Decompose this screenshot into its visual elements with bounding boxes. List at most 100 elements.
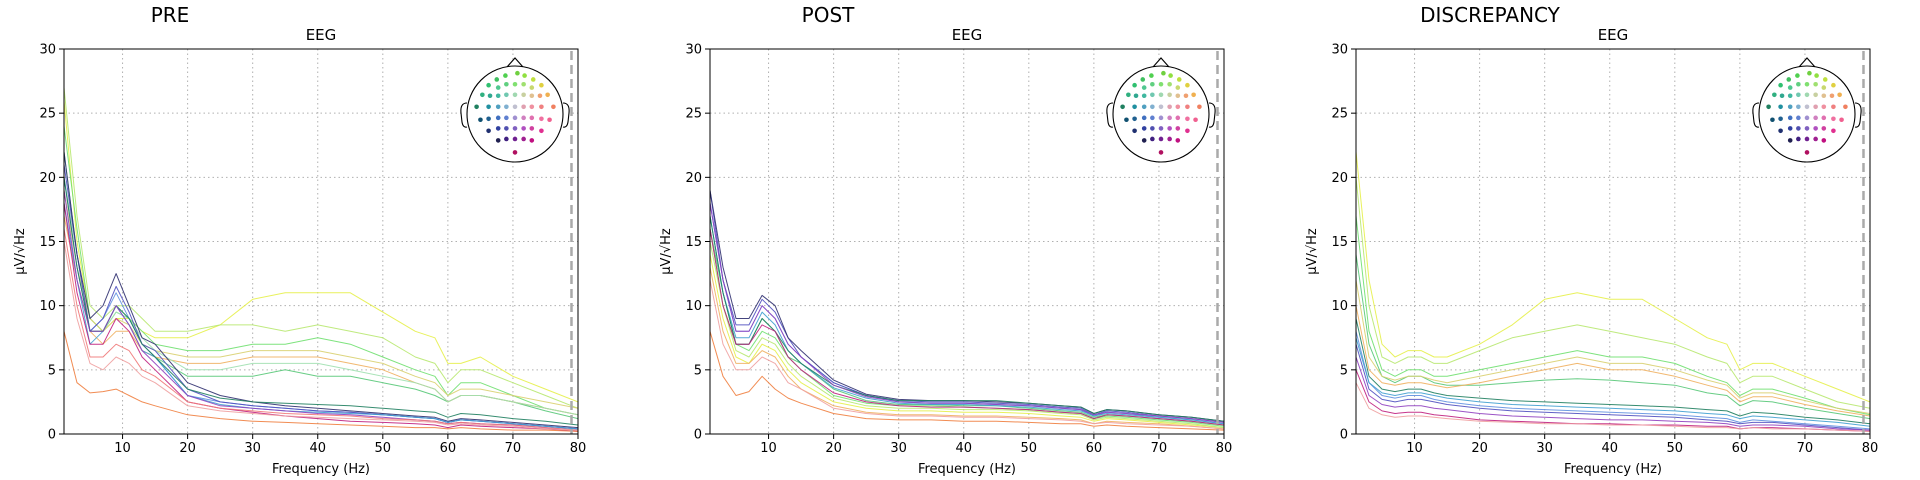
sensor-dot bbox=[529, 104, 535, 110]
y-tick-label: 30 bbox=[685, 43, 702, 58]
sensor-dot bbox=[512, 115, 518, 121]
sensor-dot bbox=[1185, 116, 1190, 122]
x-tick-label: 60 bbox=[440, 441, 457, 456]
y-tick-label: 15 bbox=[1331, 235, 1348, 250]
sensor-dot bbox=[504, 115, 509, 121]
series-line bbox=[64, 190, 578, 409]
series-line bbox=[64, 151, 578, 429]
y-tick-label: 0 bbox=[48, 428, 56, 443]
sensor-dot bbox=[1124, 117, 1129, 123]
sensor-dot bbox=[1158, 150, 1164, 155]
x-tick-label: 50 bbox=[375, 441, 392, 456]
sensor-dot bbox=[1796, 104, 1801, 110]
sensor-dot bbox=[1193, 117, 1198, 123]
sensor-dot bbox=[512, 92, 518, 98]
series-line bbox=[64, 331, 578, 432]
y-tick-label: 5 bbox=[48, 363, 56, 378]
sensor-dot bbox=[487, 93, 493, 99]
right-ear-shape bbox=[1854, 102, 1862, 128]
sensor-dot bbox=[504, 126, 509, 131]
sensor-dot bbox=[1778, 104, 1783, 110]
sensor-dot bbox=[1804, 104, 1810, 110]
y-tick-label: 15 bbox=[39, 235, 56, 250]
series-line bbox=[64, 241, 578, 431]
series-line bbox=[1356, 177, 1870, 409]
series-line bbox=[710, 215, 1224, 422]
panel-title: PRE bbox=[151, 3, 190, 27]
sensor-dot bbox=[1158, 92, 1164, 98]
sensor-dot bbox=[539, 128, 544, 134]
sensor-dot bbox=[1821, 126, 1827, 131]
sensor-dot bbox=[537, 93, 543, 99]
sensor-dot bbox=[1821, 104, 1827, 110]
sensor-dot bbox=[1796, 115, 1801, 121]
sensor-dot bbox=[529, 85, 535, 90]
x-tick-label: 10 bbox=[760, 441, 777, 456]
sensor-dot bbox=[1150, 81, 1155, 87]
sensor-dot bbox=[1167, 92, 1172, 98]
sensor-topomap bbox=[1752, 57, 1862, 163]
sensor-topomap bbox=[1106, 57, 1216, 163]
sensor-dot bbox=[495, 138, 501, 143]
sensor-dot bbox=[521, 92, 526, 98]
series-line bbox=[1356, 279, 1870, 414]
series-line bbox=[1356, 344, 1870, 431]
sensor-dot bbox=[529, 138, 535, 143]
panel-title: DISCREPANCY bbox=[1420, 3, 1561, 27]
y-tick-label: 20 bbox=[39, 171, 56, 186]
head-outline bbox=[466, 65, 564, 163]
series-line bbox=[64, 228, 578, 431]
sensor-dot bbox=[1132, 82, 1137, 88]
series-line bbox=[64, 164, 578, 430]
nose-shape bbox=[506, 57, 524, 68]
left-ear-shape bbox=[1752, 102, 1760, 128]
sensor-dot bbox=[1140, 77, 1146, 82]
y-tick-label: 15 bbox=[685, 235, 702, 250]
series-line bbox=[64, 87, 578, 409]
series-line bbox=[710, 228, 1224, 426]
y-tick-label: 0 bbox=[694, 428, 702, 443]
x-tick-label: 40 bbox=[1601, 441, 1618, 456]
series-line bbox=[1356, 369, 1870, 432]
sensor-dot bbox=[1141, 115, 1147, 121]
y-tick-label: 25 bbox=[39, 107, 56, 122]
series-line bbox=[710, 190, 1224, 423]
sensor-dot bbox=[521, 136, 526, 142]
sensor-dot bbox=[521, 104, 526, 110]
sensor-dot bbox=[1132, 104, 1137, 110]
sensor-dot bbox=[1175, 138, 1181, 143]
sensor-dot bbox=[1158, 81, 1164, 87]
sensor-dot bbox=[1766, 104, 1771, 110]
sensor-dot bbox=[1772, 92, 1777, 98]
sensor-dot bbox=[504, 104, 509, 110]
sensor-dot bbox=[1804, 81, 1810, 87]
x-tick-label: 40 bbox=[955, 441, 972, 456]
sensor-dot bbox=[529, 115, 535, 121]
sensor-dot bbox=[1158, 104, 1164, 110]
sensor-dot bbox=[1778, 128, 1783, 134]
x-axis-label: Frequency (Hz) bbox=[918, 462, 1016, 477]
right-ear-shape bbox=[1208, 102, 1216, 128]
sensor-dot bbox=[1183, 93, 1189, 99]
sensor-dot bbox=[1185, 82, 1190, 88]
series-line bbox=[64, 215, 578, 416]
x-tick-label: 70 bbox=[1151, 441, 1168, 456]
sensor-dot bbox=[495, 126, 501, 131]
left-ear-shape bbox=[460, 102, 468, 128]
right-ear-shape bbox=[562, 102, 570, 128]
sensor-dot bbox=[1807, 70, 1812, 76]
sensor-dot bbox=[1149, 73, 1154, 78]
sensor-dot bbox=[545, 92, 550, 98]
sensor-dot bbox=[495, 85, 501, 90]
y-tick-label: 20 bbox=[685, 171, 702, 186]
chart-title: EEG bbox=[306, 26, 337, 44]
sensor-dot bbox=[1132, 116, 1137, 122]
x-tick-label: 10 bbox=[1406, 441, 1423, 456]
sensor-dot bbox=[494, 77, 500, 82]
head-outline bbox=[1758, 65, 1856, 163]
chart-title: EEG bbox=[952, 26, 983, 44]
sensor-dot bbox=[1843, 104, 1848, 110]
head-outline bbox=[1112, 65, 1210, 163]
series-line bbox=[1356, 318, 1870, 425]
sensor-dot bbox=[1175, 93, 1181, 99]
